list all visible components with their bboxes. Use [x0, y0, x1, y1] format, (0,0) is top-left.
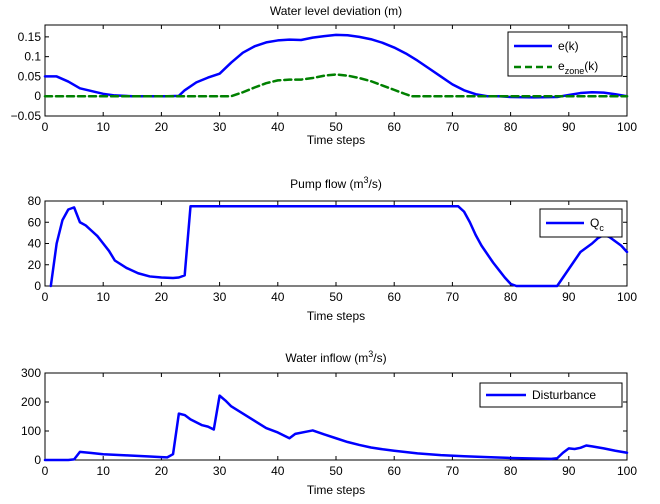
x-tick-label: 20 — [155, 290, 169, 304]
panel-1-yticks: −0.05 0 0.05 0.1 0.15 — [11, 30, 627, 123]
panel-2-xlabel: Time steps — [307, 309, 365, 323]
x-tick-label: 90 — [562, 464, 576, 478]
panel-1-xticks: 0 10 20 30 40 50 60 70 80 90 100 — [42, 25, 637, 134]
x-tick-label: 0 — [42, 464, 49, 478]
panel-1-legend-box — [507, 31, 623, 77]
x-tick-label: 30 — [213, 290, 227, 304]
x-tick-label: 0 — [42, 120, 49, 134]
panel-3-xticks: 0 10 20 30 40 50 60 70 80 90 100 — [42, 373, 637, 478]
x-tick-label: 50 — [329, 120, 343, 134]
panel-2-legend: Qc — [539, 208, 623, 238]
y-tick-label: 0 — [34, 89, 41, 103]
y-tick-label: 100 — [21, 424, 41, 438]
panel-2-series — [49, 205, 629, 288]
x-tick-label: 20 — [155, 464, 169, 478]
y-tick-label: 0.15 — [18, 30, 42, 44]
x-tick-label: 10 — [97, 464, 111, 478]
panel-3-xlabel: Time steps — [307, 483, 365, 497]
x-tick-label: 100 — [617, 290, 637, 304]
x-tick-label: 60 — [388, 464, 402, 478]
y-tick-label: 0 — [34, 279, 41, 293]
x-tick-label: 80 — [504, 120, 518, 134]
series-line-disturbance — [43, 394, 629, 462]
x-tick-label: 40 — [271, 120, 285, 134]
x-tick-label: 50 — [329, 290, 343, 304]
y-tick-label: 40 — [28, 237, 42, 251]
legend-label-e-k: e(k) — [558, 39, 579, 53]
panel-3-title: Water inflow (m3/s) — [285, 349, 386, 365]
series-line-q-c — [49, 205, 629, 288]
y-tick-label: 60 — [28, 215, 42, 229]
x-tick-label: 60 — [388, 120, 402, 134]
x-tick-label: 60 — [388, 290, 402, 304]
x-tick-label: 0 — [42, 290, 49, 304]
panel-1-xlabel: Time steps — [307, 133, 365, 147]
panel-water-level: Water level deviation (m) 0 10 20 30 40 50 60 7… — [11, 4, 638, 147]
panel-2-title: Pump flow (m3/s) — [290, 175, 382, 191]
x-tick-label: 100 — [617, 464, 637, 478]
y-tick-label: −0.05 — [11, 109, 42, 123]
panel-1-legend: e(k) ezone(k) — [507, 31, 623, 77]
panel-3-series — [43, 394, 629, 462]
y-tick-label: 200 — [21, 395, 41, 409]
panel-2-xticks: 0 10 20 30 40 50 60 70 80 90 100 — [42, 201, 637, 304]
x-tick-label: 10 — [97, 290, 111, 304]
panel-water-inflow: Water inflow (m3/s) 0 10 20 30 40 50 60 70 80 90 1… — [21, 349, 637, 497]
x-tick-label: 90 — [562, 290, 576, 304]
x-tick-label: 40 — [271, 290, 285, 304]
x-tick-label: 80 — [504, 464, 518, 478]
panel-3-legend: Disturbance — [479, 382, 623, 408]
panel-3-yticks: 0 100 200 300 — [21, 366, 627, 467]
x-tick-label: 70 — [446, 464, 460, 478]
x-tick-label: 30 — [213, 464, 227, 478]
x-tick-label: 70 — [446, 120, 460, 134]
series-line-e-zone-k- — [43, 73, 629, 98]
x-tick-label: 40 — [271, 464, 285, 478]
y-tick-label: 0.1 — [24, 50, 41, 64]
x-tick-label: 100 — [617, 120, 637, 134]
x-tick-label: 50 — [329, 464, 343, 478]
x-tick-label: 90 — [562, 120, 576, 134]
x-tick-label: 70 — [446, 290, 460, 304]
panel-1-series — [43, 33, 629, 99]
x-tick-label: 20 — [155, 120, 169, 134]
panel-pump-flow: Pump flow (m3/s) 0 10 20 30 40 50 60 70 80 90 100 … — [28, 175, 638, 323]
y-tick-label: 0.05 — [18, 69, 42, 83]
y-tick-label: 0 — [34, 453, 41, 467]
panel-2-yticks: 0 20 40 60 80 — [28, 194, 627, 293]
y-tick-label: 300 — [21, 366, 41, 380]
legend-label-disturbance: Disturbance — [532, 388, 596, 402]
panel-1-title: Water level deviation (m) — [270, 4, 402, 18]
y-tick-label: 20 — [28, 258, 42, 272]
x-tick-label: 30 — [213, 120, 227, 134]
x-tick-label: 10 — [97, 120, 111, 134]
y-tick-label: 80 — [28, 194, 42, 208]
x-tick-label: 80 — [504, 290, 518, 304]
